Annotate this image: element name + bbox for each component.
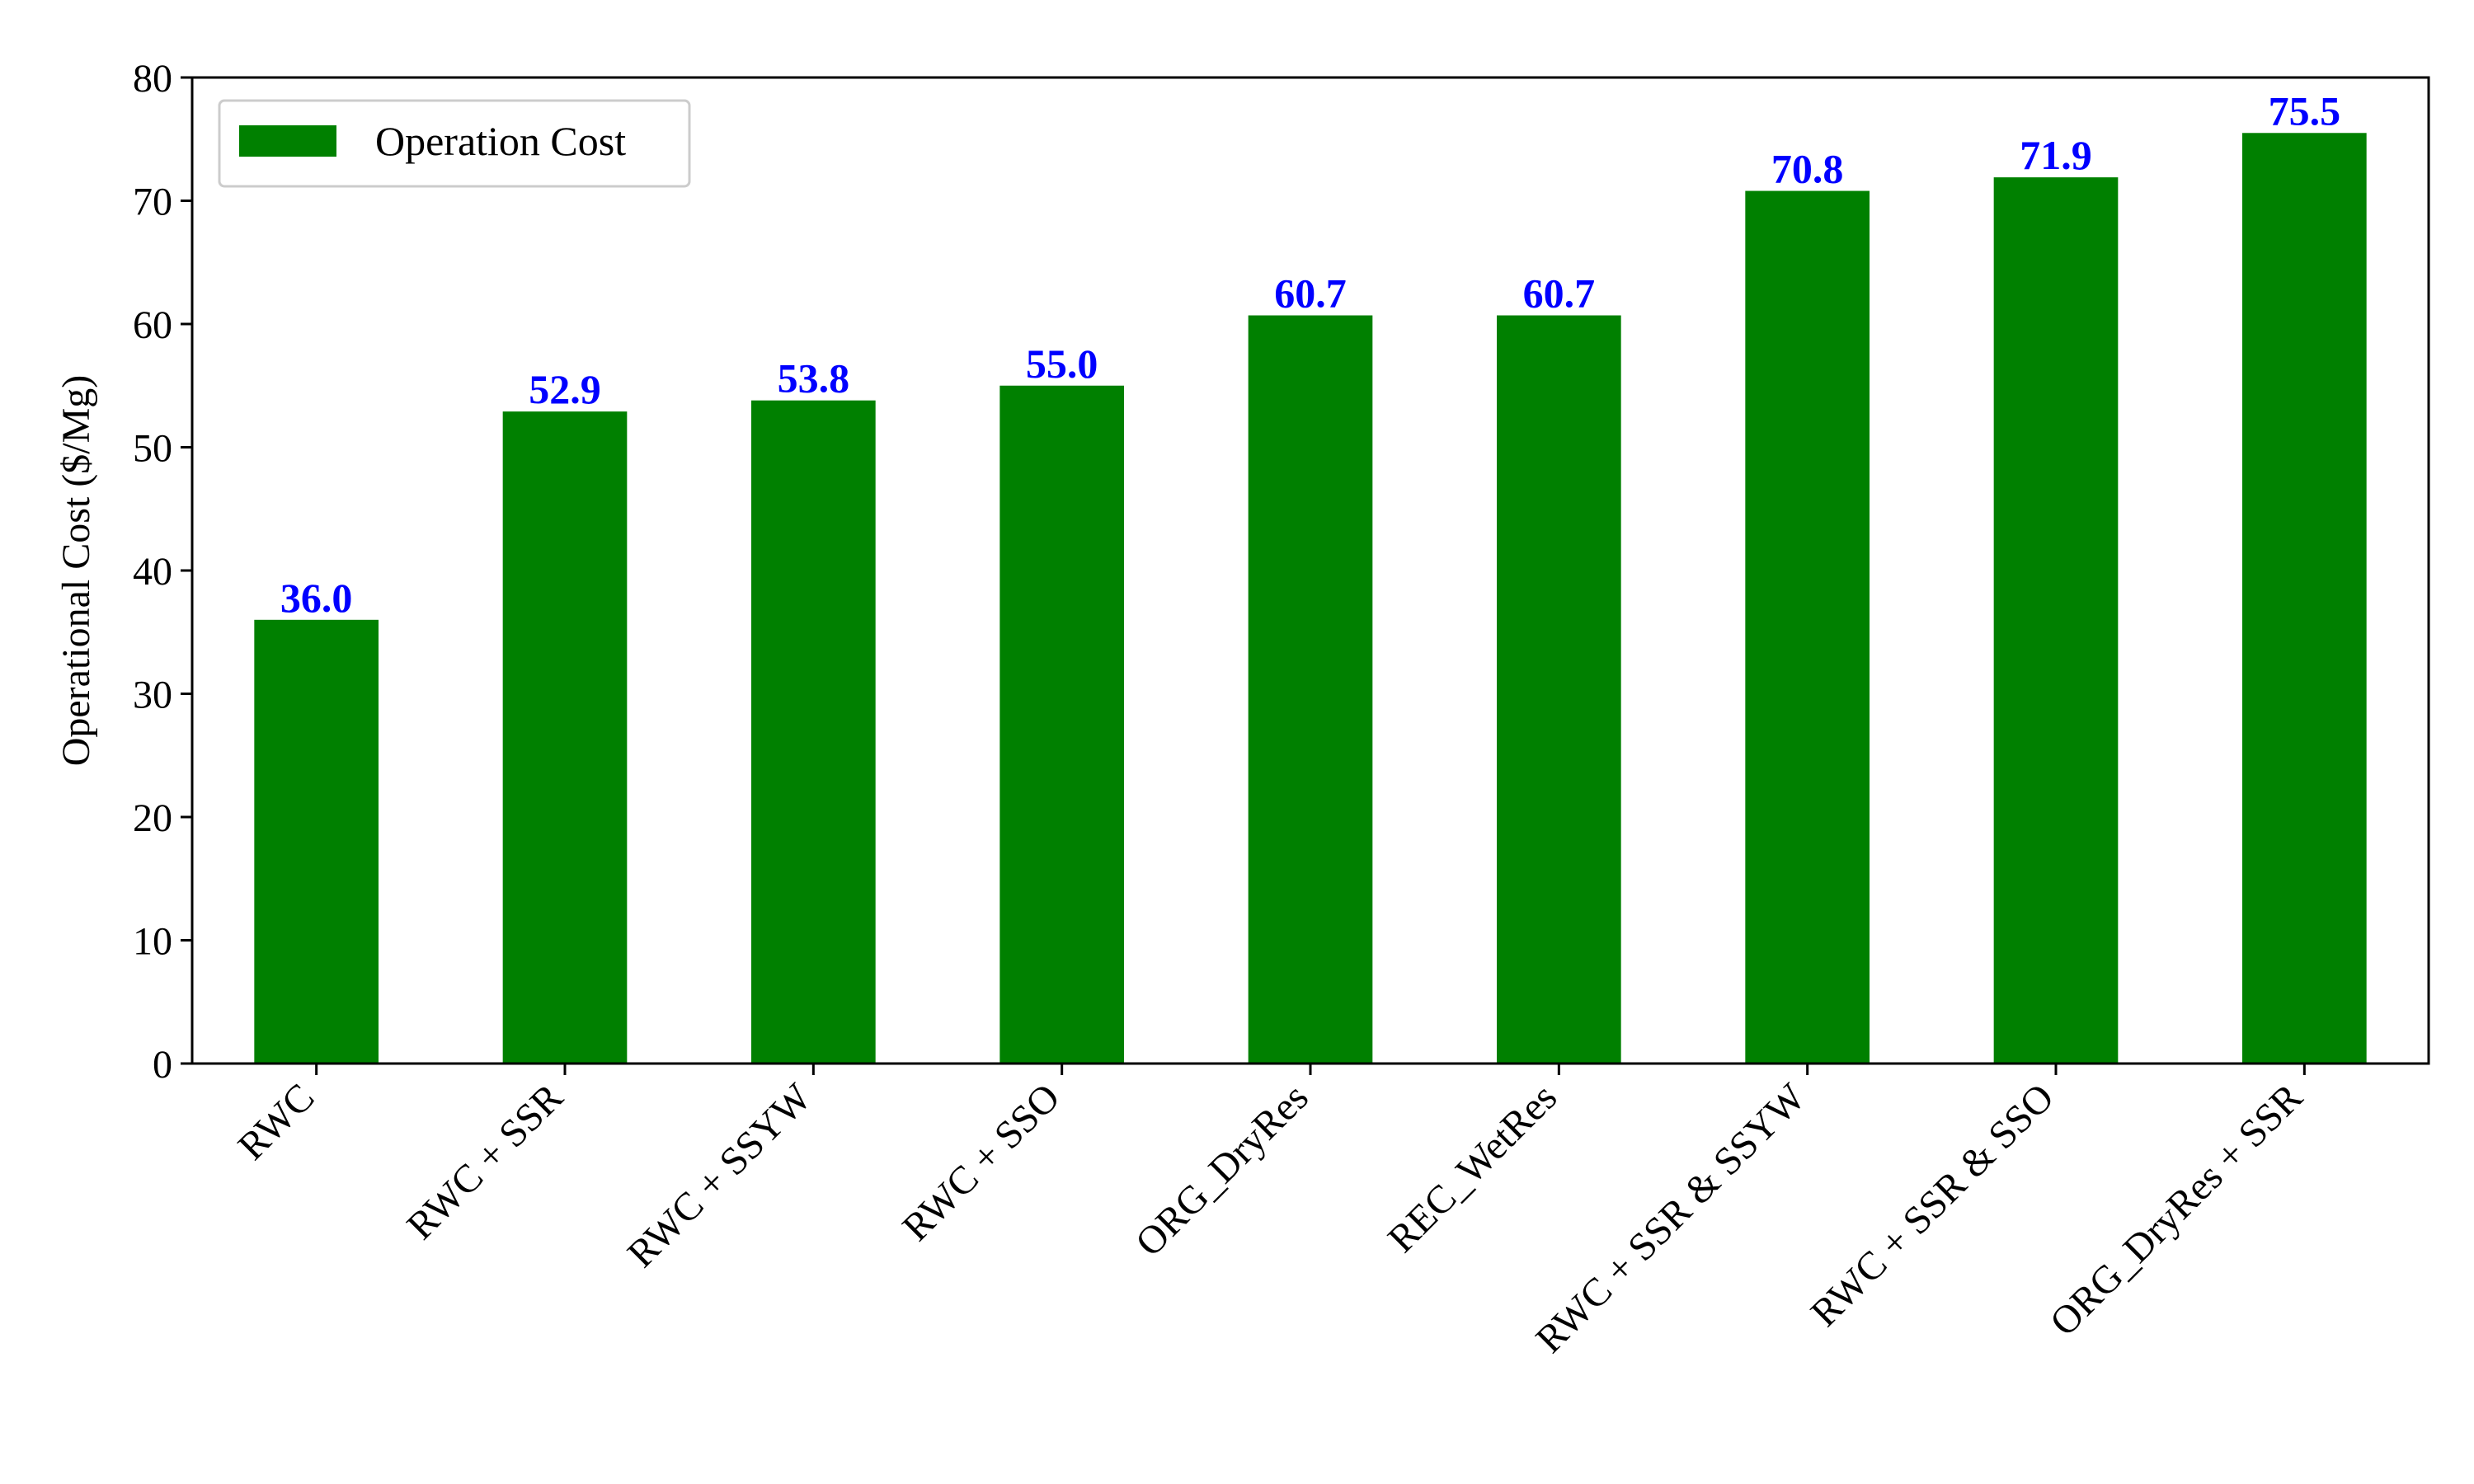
x-tick-label: RWC + SSR & SSYW: [1527, 1075, 1814, 1362]
x-tick-label: REC_WetRes: [1380, 1075, 1565, 1261]
data-label: 55.0: [1026, 340, 1098, 387]
y-tick-label: 10: [133, 920, 172, 964]
y-tick-label: 50: [133, 427, 172, 471]
bar: [751, 400, 876, 1064]
data-label: 71.9: [2020, 132, 2092, 178]
bar: [1497, 315, 1621, 1064]
bar: [502, 411, 628, 1064]
data-label: 70.8: [1771, 146, 1844, 192]
bar: [1993, 177, 2119, 1064]
bar: [2242, 133, 2367, 1064]
legend-swatch: [239, 125, 336, 157]
x-tick-label: RWC + SSO: [894, 1075, 1068, 1249]
y-axis: 0 10 20 30 40 50 60 70 80: [133, 57, 192, 1087]
data-label: 52.9: [529, 366, 601, 412]
bar: [254, 619, 379, 1064]
x-tick-label: RWC + SSR & SSO: [1803, 1075, 2062, 1335]
y-tick-label: 20: [133, 796, 172, 840]
x-tick-label: ORG_DryRes: [1127, 1075, 1317, 1265]
x-tick-label: ORG_DryRes + SSR: [2042, 1075, 2311, 1344]
legend-label: Operation Cost: [375, 118, 626, 164]
y-axis-label: Operational Cost ($/Mg): [54, 375, 98, 767]
y-tick-label: 40: [133, 550, 172, 594]
data-label: 75.5: [2269, 87, 2341, 134]
bars-layer: [254, 133, 2367, 1064]
legend-box: [218, 99, 691, 188]
bar: [1745, 190, 1870, 1064]
legend: Operation Cost: [218, 99, 691, 188]
y-tick-label: 30: [133, 674, 172, 717]
x-axis: RWC RWC + SSR RWC + SSYW RWC + SSO ORG_DryRe…: [230, 1064, 2311, 1362]
bar: [1248, 315, 1373, 1064]
y-tick-label: 0: [153, 1043, 172, 1087]
data-label: 36.0: [280, 575, 353, 621]
data-labels-layer: 36.0 52.9 53.8 55.0 60.7 60.7 70.8 71.9 75.5: [280, 87, 2340, 621]
x-tick-label: RWC + SSR: [398, 1075, 571, 1247]
x-tick-label: RWC: [230, 1075, 323, 1168]
data-label: 60.7: [1274, 270, 1347, 317]
bar: [999, 385, 1124, 1064]
y-tick-label: 80: [133, 57, 172, 101]
x-tick-label: RWC + SSYW: [619, 1075, 821, 1276]
data-label: 53.8: [778, 355, 850, 402]
y-tick-label: 60: [133, 303, 172, 347]
y-tick-label: 70: [133, 181, 172, 224]
data-label: 60.7: [1523, 270, 1596, 317]
